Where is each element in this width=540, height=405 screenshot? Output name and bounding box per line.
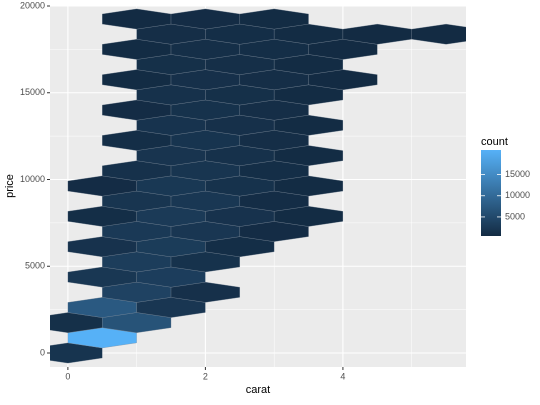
y-tick-label: 0 [40, 347, 45, 357]
hex [411, 23, 466, 45]
y-tick-label: 10000 [20, 174, 45, 184]
axes: 0 2 4 0 5000 10000 15000 20000 [20, 0, 345, 381]
colorbar-tick-label: 10000 [505, 190, 530, 200]
colorbar-tick-label: 15000 [505, 169, 530, 179]
x-axis-label: carat [246, 384, 270, 396]
y-tick-label: 5000 [25, 261, 45, 271]
y-tick-label: 15000 [20, 87, 45, 97]
hexes [50, 8, 466, 364]
colorbar [481, 150, 501, 236]
colorbar-tick-label: 5000 [505, 211, 525, 221]
x-tick-label: 0 [65, 371, 70, 381]
hex [239, 8, 309, 30]
legend-title: count [481, 136, 508, 148]
x-tick-label: 4 [340, 371, 345, 381]
y-tick-label: 20000 [20, 0, 45, 10]
x-tick-label: 2 [203, 371, 208, 381]
y-axis-label: price [4, 174, 16, 198]
